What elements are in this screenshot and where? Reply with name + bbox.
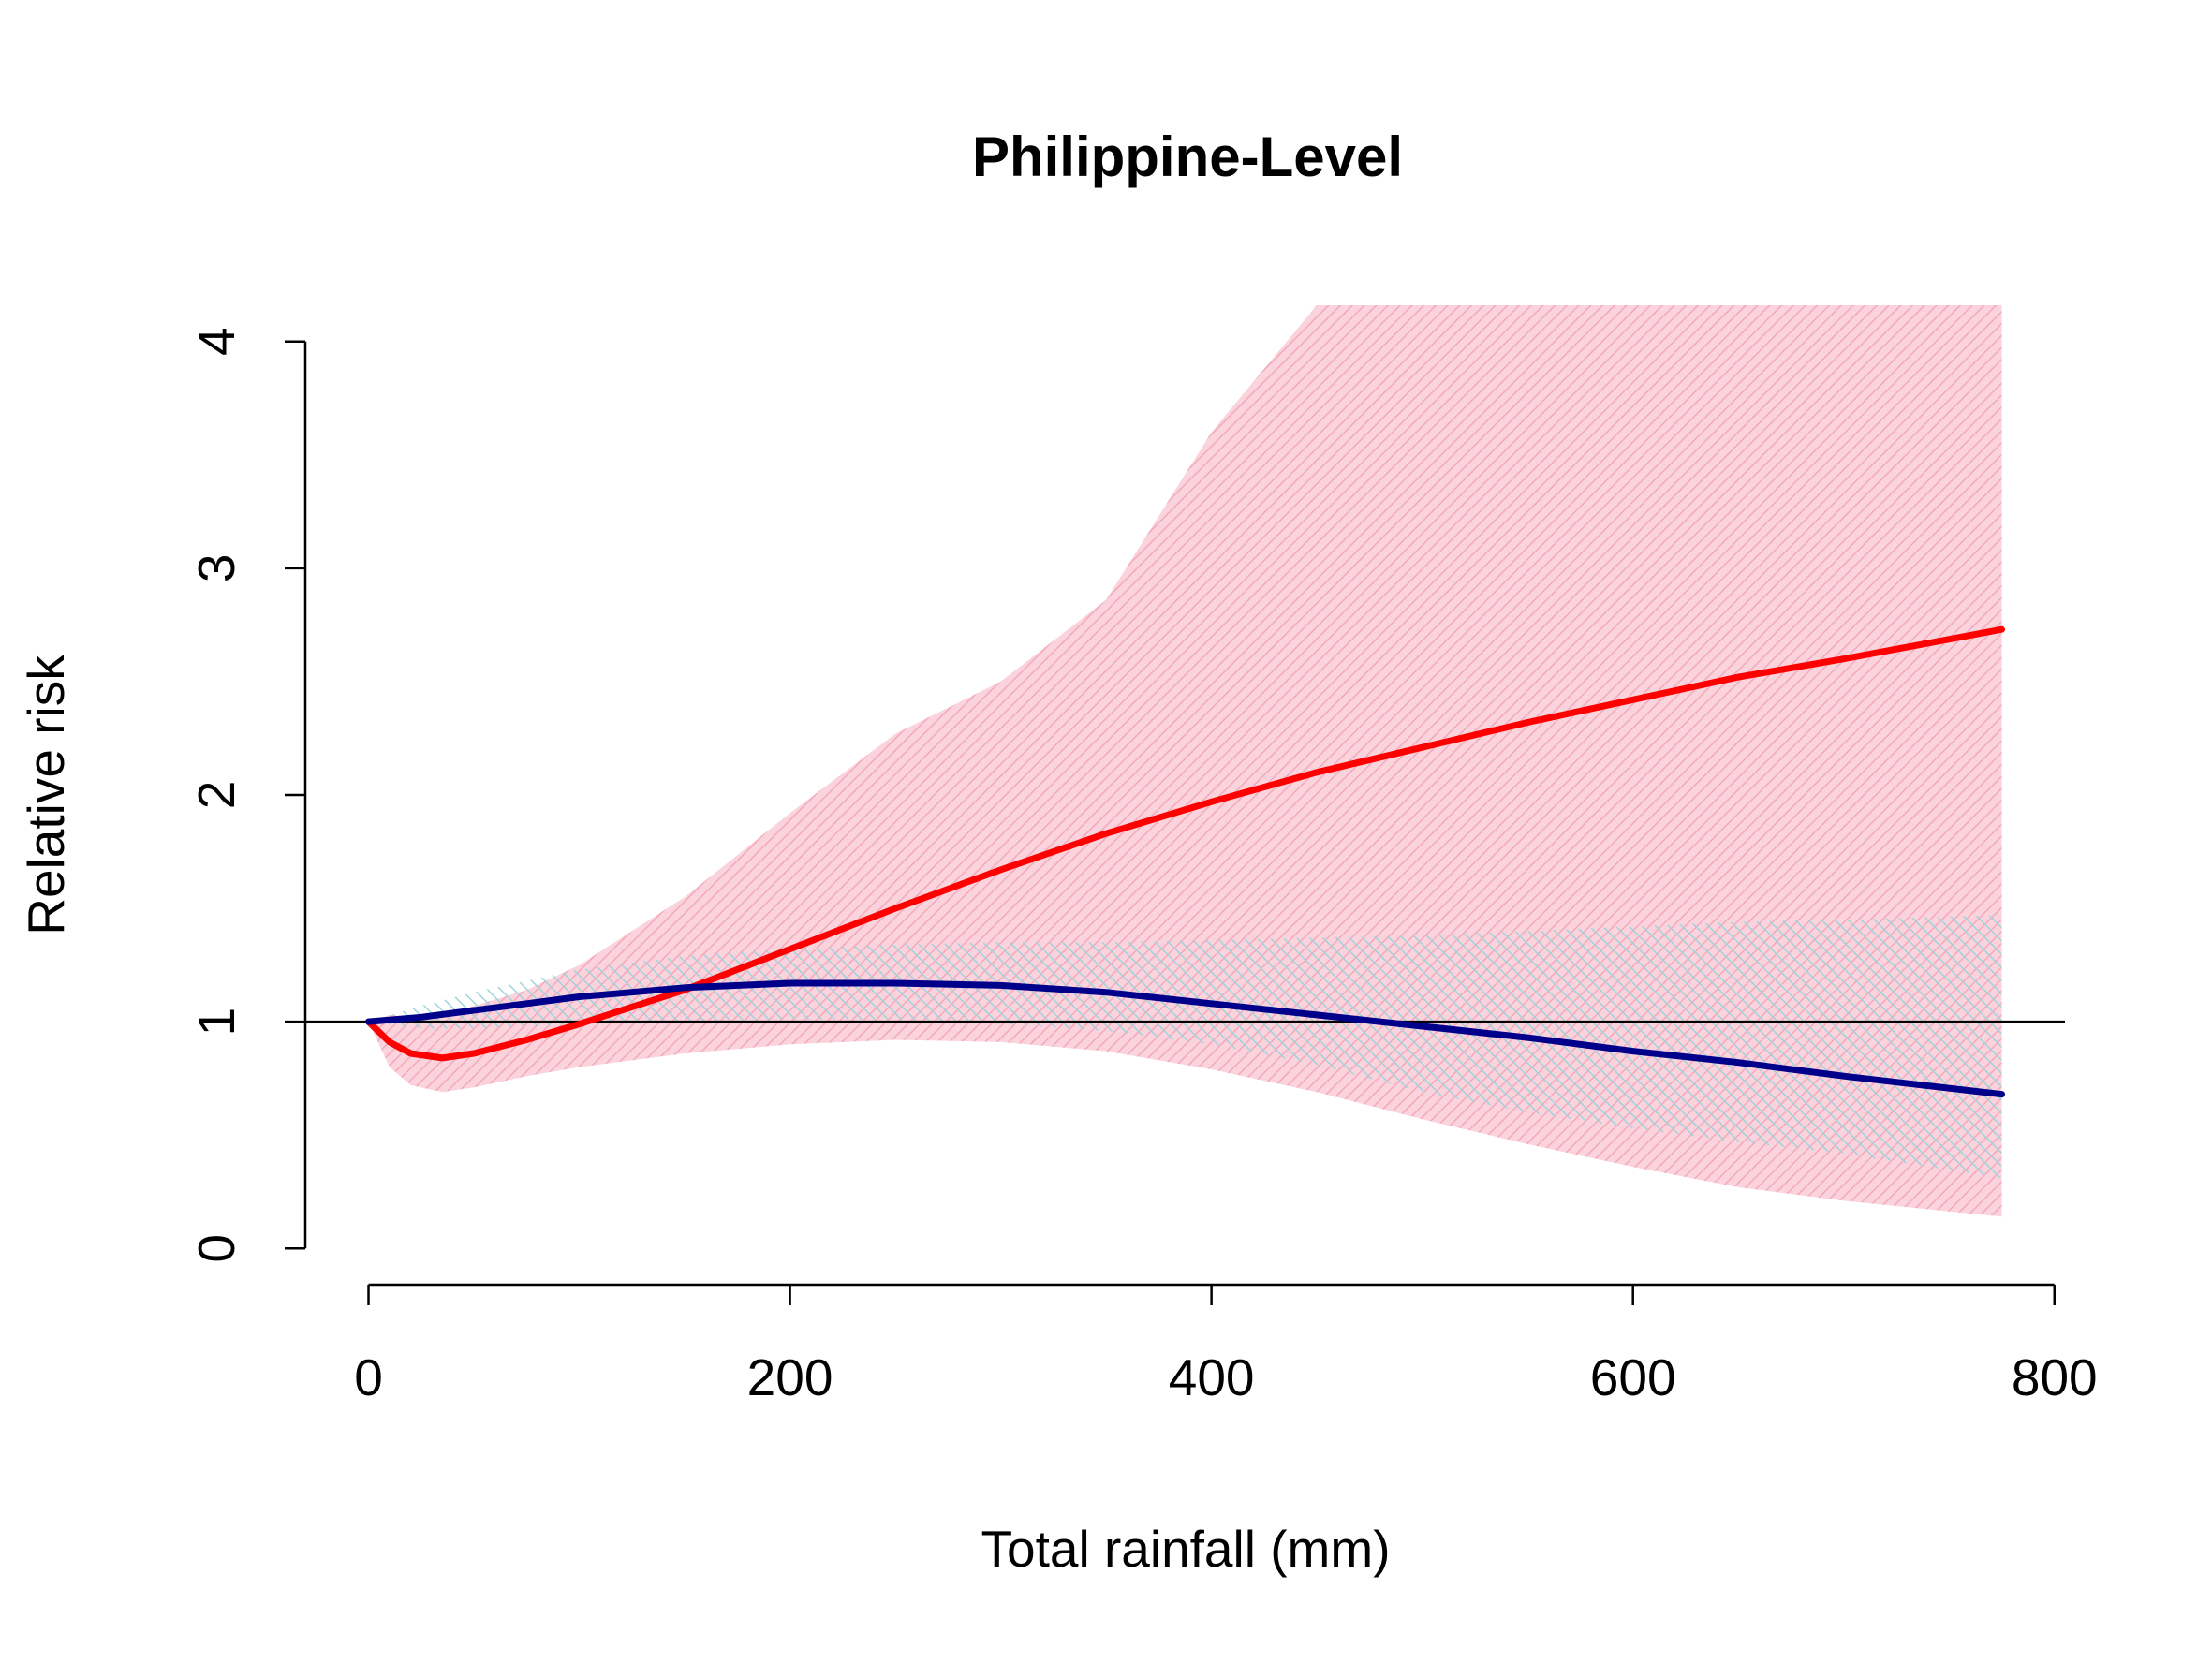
y-tick-label: 0	[187, 1234, 245, 1263]
x-tick-label: 400	[1169, 1348, 1255, 1406]
y-tick-label: 2	[187, 781, 245, 810]
y-tick-label: 1	[187, 1008, 245, 1037]
x-axis: 0 200 400 600 800	[354, 1283, 2098, 1406]
y-tick-label: 3	[187, 554, 245, 583]
x-tick-label: 200	[747, 1348, 833, 1406]
x-tick-label: 0	[354, 1348, 383, 1406]
x-tick-label: 600	[1590, 1348, 1676, 1406]
series-line-0	[365, 625, 2005, 1062]
y-axis-label: Relative risk	[17, 655, 75, 935]
y-tick-label: 4	[187, 327, 245, 356]
confidence-bands	[368, 305, 2002, 1217]
x-axis-label: Total rainfall (mm)	[981, 1520, 1390, 1578]
x-tick-label: 800	[2012, 1348, 2098, 1406]
series-line-1	[365, 979, 2005, 1098]
series-lines	[365, 625, 2005, 1098]
y-axis: 0 1 2 3 4	[187, 327, 307, 1263]
chart-title: Philippine-Level	[972, 125, 1403, 188]
